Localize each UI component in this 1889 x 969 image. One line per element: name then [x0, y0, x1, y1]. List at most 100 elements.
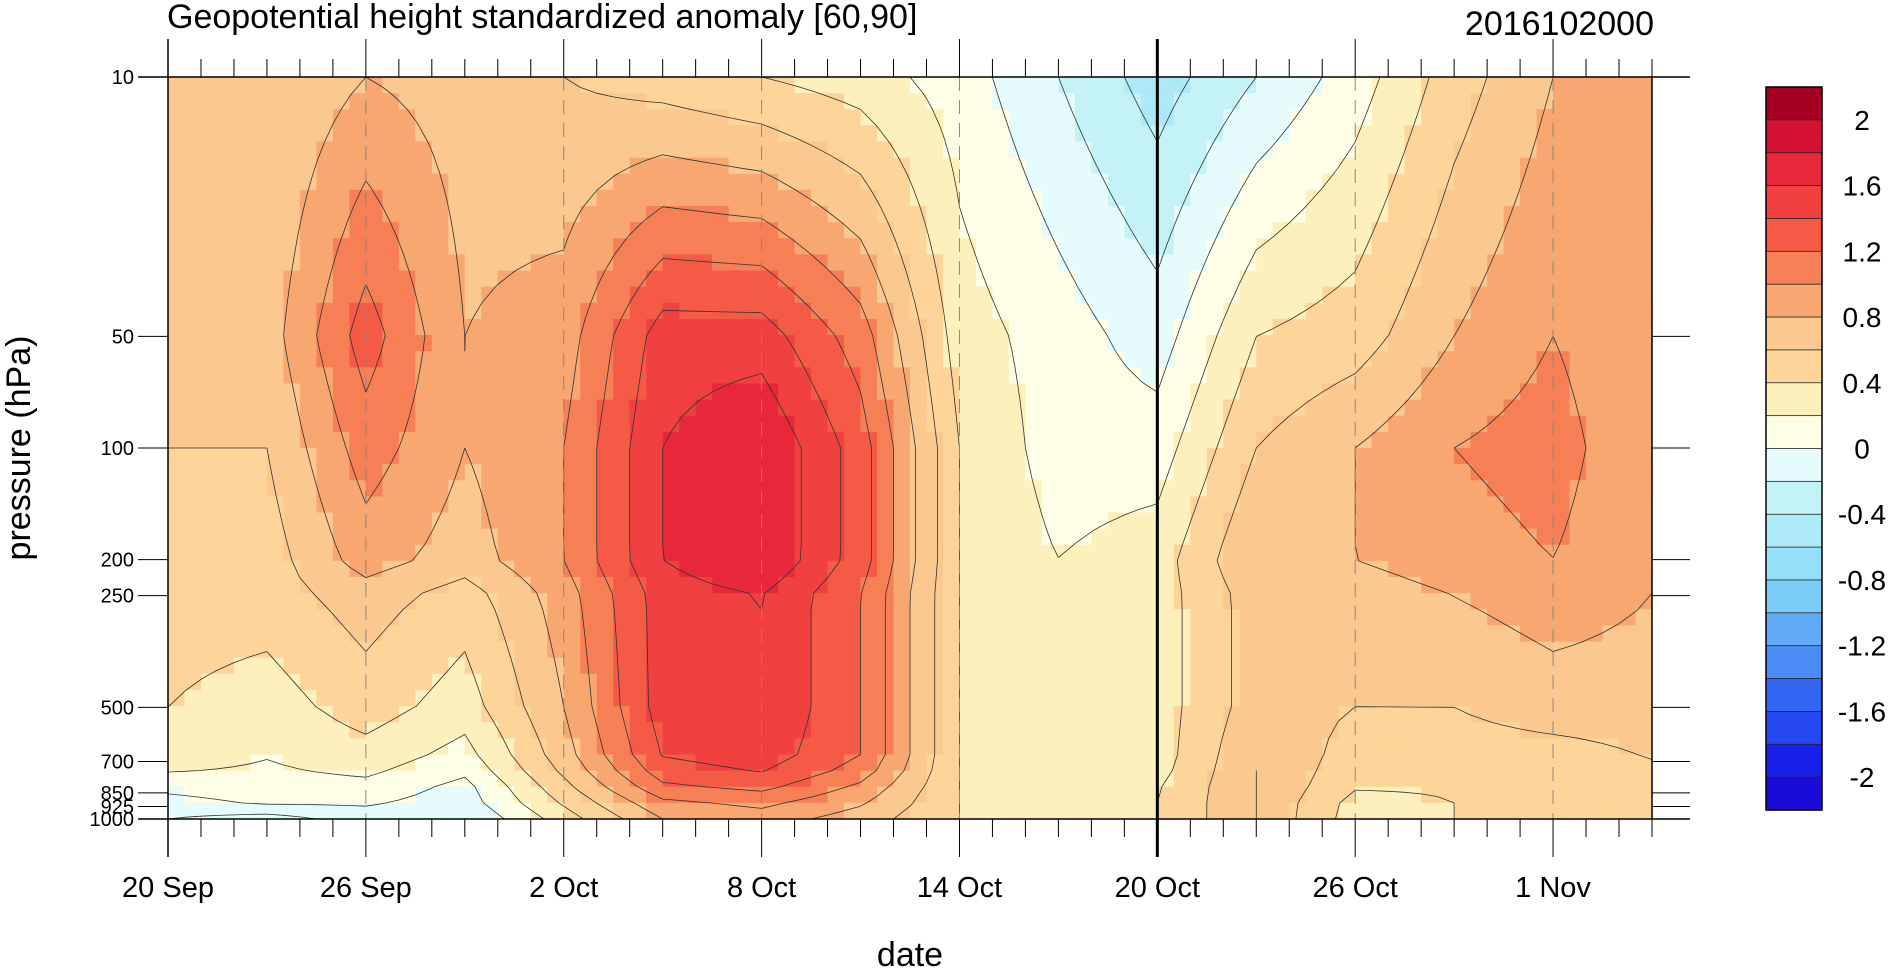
colorbar-swatch	[1765, 185, 1823, 220]
contour-cell	[415, 399, 433, 417]
contour-cell	[975, 399, 994, 417]
contour-cell	[382, 593, 400, 610]
contour-cell	[1272, 528, 1290, 546]
contour-cell	[712, 673, 730, 691]
contour-cell	[530, 399, 548, 417]
contour-cell	[1206, 673, 1224, 691]
contour-cell	[613, 125, 631, 143]
contour-cell	[1223, 544, 1241, 562]
contour-cell	[1569, 431, 1587, 449]
contour-cell	[794, 286, 812, 304]
contour-cell	[975, 689, 994, 707]
contour-cell	[662, 689, 680, 707]
contour-cell	[1289, 93, 1307, 110]
contour-cell	[217, 544, 235, 562]
contour-cell	[1091, 286, 1109, 304]
contour-cell	[1355, 802, 1373, 819]
contour-cell	[580, 206, 598, 223]
contour-cell	[365, 802, 383, 819]
contour-cell	[1404, 738, 1422, 756]
contour-cell	[184, 641, 202, 659]
contour-cell	[761, 544, 779, 562]
contour-cell	[646, 109, 664, 126]
contour-cell	[1487, 125, 1505, 143]
contour-cell	[1091, 593, 1109, 610]
contour-cell	[382, 577, 400, 594]
contour-cell	[695, 722, 713, 739]
contour-cell	[1635, 689, 1652, 707]
contour-cell	[1091, 254, 1109, 272]
contour-cell	[332, 270, 350, 288]
contour-cell	[695, 544, 713, 562]
contour-cell	[1437, 673, 1455, 691]
contour-cell	[745, 706, 763, 723]
contour-cell	[1437, 335, 1455, 352]
contour-cell	[679, 609, 697, 627]
contour-cell	[547, 464, 565, 481]
contour-cell	[1025, 609, 1043, 627]
contour-cell	[1305, 770, 1323, 788]
contour-cell	[1454, 415, 1472, 433]
contour-cell	[1305, 689, 1323, 707]
contour-cell	[844, 448, 862, 465]
contour-cell	[844, 383, 862, 401]
contour-cell	[530, 286, 548, 304]
contour-cell	[959, 641, 977, 659]
colorbar-swatch	[1765, 711, 1823, 745]
contour-cell	[1157, 286, 1175, 304]
contour-cell	[431, 609, 449, 627]
contour-cell	[184, 657, 202, 675]
contour-cell	[481, 302, 499, 320]
contour-cell	[1602, 722, 1620, 739]
contour-cell	[1421, 544, 1439, 562]
colorbar-swatch	[1765, 743, 1823, 778]
contour-cell	[613, 270, 631, 288]
contour-cell	[283, 609, 301, 627]
contour-cell	[299, 157, 317, 175]
contour-cell	[745, 754, 763, 772]
contour-cell	[1107, 351, 1125, 368]
contour-cell	[1256, 754, 1274, 772]
contour-cell	[415, 577, 433, 594]
contour-cell	[497, 335, 515, 352]
contour-cell	[1437, 189, 1455, 207]
contour-cell	[1206, 399, 1224, 417]
contour-cell	[877, 93, 895, 110]
contour-cell	[1206, 577, 1224, 594]
contour-cell	[530, 157, 548, 175]
contour-cell	[877, 351, 895, 368]
contour-cell	[1173, 706, 1191, 723]
contour-cell	[1421, 335, 1439, 352]
contour-cell	[1454, 222, 1472, 239]
contour-cell	[1404, 189, 1422, 207]
contour-cell	[1553, 496, 1571, 514]
contour-cell	[1223, 351, 1241, 368]
contour-cell	[893, 689, 911, 707]
contour-cell	[398, 802, 416, 819]
contour-cell	[1355, 173, 1373, 191]
contour-cell	[1157, 206, 1175, 223]
contour-cell	[1569, 738, 1587, 756]
contour-cell	[1635, 399, 1652, 417]
y-tick-label: 100	[101, 438, 134, 460]
contour-cell	[1569, 367, 1587, 385]
contour-cell	[1173, 802, 1191, 819]
contour-cell	[1140, 109, 1158, 126]
contour-cell	[712, 189, 730, 207]
contour-cell	[1025, 464, 1043, 481]
contour-cell	[1553, 109, 1571, 126]
contour-cell	[1536, 593, 1554, 610]
contour-cell	[910, 222, 928, 239]
contour-cell	[844, 706, 862, 723]
contour-cell	[1338, 544, 1356, 562]
contour-cell	[877, 480, 895, 497]
contour-cell	[497, 431, 515, 449]
contour-cell	[1520, 141, 1538, 159]
contour-cell	[168, 464, 186, 481]
contour-cell	[1503, 383, 1521, 401]
contour-cell	[1091, 206, 1109, 223]
contour-cell	[1206, 335, 1224, 352]
contour-cell	[992, 754, 1010, 772]
contour-cell	[1586, 157, 1604, 175]
contour-cell	[514, 125, 532, 143]
